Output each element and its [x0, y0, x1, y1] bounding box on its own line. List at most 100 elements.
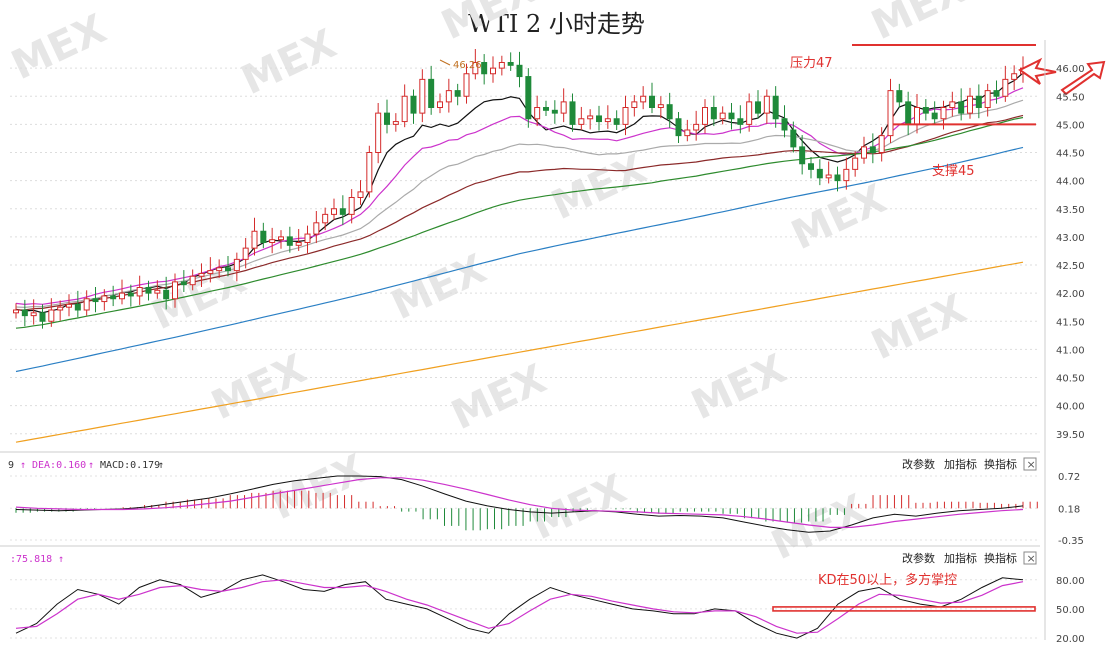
- peak-marker: [439, 59, 451, 66]
- candle-body: [1002, 78, 1009, 97]
- macd-close-glyph[interactable]: ×: [1027, 458, 1036, 471]
- candle-body: [180, 281, 187, 286]
- candle-body: [172, 281, 178, 300]
- macd-close-icon[interactable]: [1023, 457, 1037, 471]
- candle-body: [339, 208, 346, 215]
- candle-body: [852, 157, 859, 170]
- candle-body: [83, 298, 90, 311]
- candle-body: [737, 118, 744, 125]
- macd-panel: [10, 475, 1038, 541]
- kd-modify-params-button[interactable]: 改参数: [902, 551, 935, 565]
- candle-body: [949, 101, 956, 108]
- candle-body: [649, 95, 655, 108]
- candle-body: [613, 118, 620, 125]
- watermark-text: MEX: [685, 346, 793, 429]
- candle-body: [631, 101, 638, 108]
- candle-body: [498, 62, 505, 69]
- candle-body: [666, 104, 673, 120]
- macd-toolbar[interactable]: 改参数 加指标 换指标 ×: [902, 457, 1037, 471]
- kd-toolbar[interactable]: 改参数 加指标 换指标 ×: [902, 551, 1037, 565]
- kd-tick-label: 50.00: [1056, 605, 1085, 616]
- candle-body: [331, 208, 337, 215]
- y-tick-label: 39.50: [1056, 430, 1085, 441]
- candle-body: [940, 107, 947, 120]
- candle-body: [278, 236, 284, 241]
- candle-body: [755, 101, 761, 114]
- macd-up-arrow-2: ↑: [88, 460, 94, 471]
- kd-close-icon[interactable]: [1023, 551, 1037, 565]
- kd-tick-label: 80.00: [1056, 576, 1085, 587]
- candle-layer: [13, 49, 1026, 329]
- candle-body: [569, 101, 576, 125]
- macd-header-partial: 9: [8, 460, 14, 471]
- candle-body: [30, 312, 37, 317]
- modify-params-button[interactable]: 改参数: [902, 457, 935, 471]
- watermark-text: MEX: [435, 0, 543, 49]
- candle-body: [437, 101, 443, 108]
- watermark-text: MEX: [235, 21, 343, 104]
- candle-body: [357, 191, 364, 198]
- candle-body: [216, 267, 223, 272]
- add-indicator-button[interactable]: 加指标: [944, 457, 977, 471]
- watermark-text: MEX: [865, 286, 973, 369]
- y-tick-label: 40.50: [1056, 374, 1085, 385]
- candle-body: [914, 107, 920, 125]
- peak-value-label: 46.26: [453, 60, 482, 71]
- candle-body: [675, 118, 682, 137]
- candle-body: [454, 90, 461, 97]
- candle-body: [808, 163, 814, 170]
- macd-up-arrow-3: ↑: [158, 460, 164, 471]
- candle-body: [763, 95, 770, 114]
- candle-body: [136, 287, 143, 297]
- kd-switch-indicator-button[interactable]: 换指标: [984, 551, 1017, 565]
- y-tick-label: 41.00: [1056, 345, 1085, 356]
- switch-indicator-button[interactable]: 换指标: [984, 457, 1017, 471]
- candle-body: [693, 123, 700, 131]
- candle-body: [728, 112, 735, 120]
- candle-body: [304, 233, 311, 243]
- candle-body: [463, 73, 470, 97]
- watermark-text: MEX: [5, 6, 113, 89]
- candle-body: [861, 146, 867, 159]
- macd-dea-line: [15, 477, 1024, 528]
- candle-body: [525, 76, 532, 120]
- macd-header: 9 ↑ DEA:0.160 ↑ MACD:0.179 ↑: [8, 460, 164, 471]
- candle-body: [13, 309, 19, 314]
- kd-close-glyph[interactable]: ×: [1027, 552, 1036, 565]
- candle-body: [834, 174, 841, 182]
- candle-body: [119, 292, 125, 300]
- candle-body: [772, 95, 779, 120]
- candle-body: [295, 242, 302, 246]
- candle-body: [896, 90, 903, 103]
- candle-body: [640, 95, 647, 103]
- kd-threshold-band: [772, 606, 1036, 612]
- candle-body: [163, 289, 170, 300]
- chart-title: WTI 2 小时走势: [468, 10, 645, 38]
- moving-average-line: [15, 261, 1024, 443]
- macd-tick-label: -0.35: [1058, 536, 1084, 547]
- candle-body: [604, 118, 611, 123]
- kd-add-indicator-button[interactable]: 加指标: [944, 551, 977, 565]
- candle-body: [198, 272, 205, 277]
- candle-body: [110, 295, 117, 300]
- candle-body: [516, 64, 523, 78]
- candle-body: [66, 303, 72, 308]
- y-tick-label: 40.00: [1056, 402, 1085, 413]
- candle-body: [710, 107, 717, 120]
- candle-body: [189, 275, 196, 286]
- candle-body: [958, 101, 965, 114]
- candle-body: [790, 129, 797, 148]
- candle-body: [534, 107, 541, 120]
- candle-body: [481, 62, 488, 75]
- annotation-layer: [439, 44, 1106, 126]
- candle-body: [702, 107, 708, 125]
- candle-body: [843, 168, 850, 182]
- candle-body: [392, 121, 399, 125]
- watermark-text: MEX: [265, 446, 373, 529]
- macd-value: MACD:0.179: [100, 460, 160, 471]
- candle-body: [984, 90, 991, 108]
- watermark-layer: MEX MEX MEX MEX MEX MEX MEX MEX MEX MEX MEX MEX MEX M…: [5, 0, 973, 569]
- candle-body: [878, 135, 885, 153]
- watermark-text: MEX: [385, 246, 493, 329]
- watermark-text: MEX: [545, 146, 653, 229]
